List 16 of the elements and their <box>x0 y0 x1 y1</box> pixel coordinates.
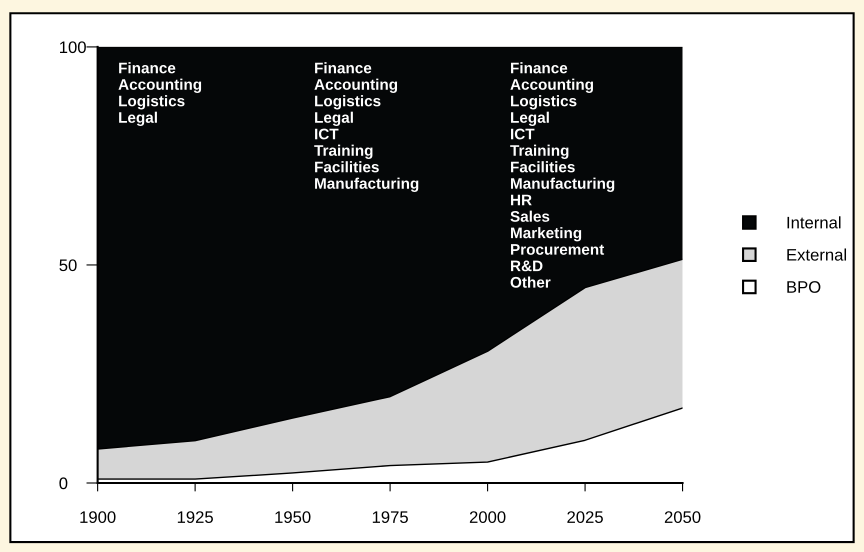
legend-label: Internal <box>788 216 840 229</box>
x-tick-label: 1925 <box>178 511 213 524</box>
annotation: Finance Accounting Logistics Legal ICT Training Facilities Manufacturing <box>314 62 418 192</box>
text: Finance Accounting Logistics Legal ICT Training Facilities Manufacturing HR Sales Marketing Procurement R&D Other <box>510 62 614 288</box>
x-tick-label: 2050 <box>664 511 700 524</box>
x-tick-label: 1950 <box>275 511 310 524</box>
x-tick-label: 2000 <box>470 511 506 524</box>
x-tick-label: 1975 <box>372 511 408 524</box>
legend-label: BPO <box>787 281 820 293</box>
y-tick-label: 0 <box>59 477 68 490</box>
legend-label: External <box>787 248 846 261</box>
y-tick-label: 50 <box>59 259 77 272</box>
y-tick-label: 100 <box>60 41 86 54</box>
annotation: Finance Accounting Logistics Legal <box>118 62 202 126</box>
x-tick-label: 2025 <box>567 511 603 524</box>
x-tick-label: 1900 <box>80 511 116 524</box>
